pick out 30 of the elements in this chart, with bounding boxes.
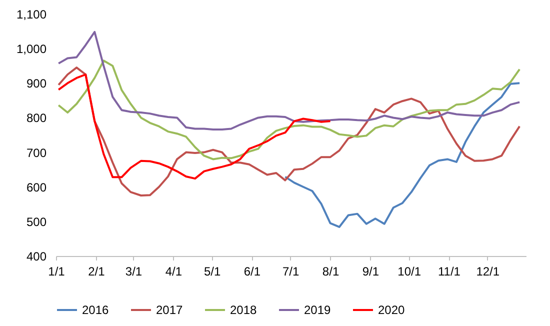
y-tick-label: 1,000 [16,42,47,56]
x-tick-label: 11/1 [438,264,461,278]
x-tick-label: 2/1 [88,264,106,278]
x-tick-label: 5/1 [204,264,221,278]
legend-label: 2020 [378,303,406,317]
y-tick-label: 400 [26,250,47,264]
legend-label: 2017 [156,303,184,317]
y-tick-label: 700 [26,146,47,160]
line-series [58,74,332,180]
legend-label: 2019 [304,303,332,317]
x-tick-label: 1/1 [48,264,66,278]
x-tick-label: 12/1 [476,264,500,278]
line-series [58,60,521,160]
legend-label: 2016 [82,303,110,317]
line-series [58,66,521,196]
y-tick-label: 500 [26,214,47,229]
x-tick-label: 4/1 [165,264,182,278]
x-tick-label: 7/1 [282,264,300,278]
y-tick-label: 1,100 [16,8,47,22]
y-tick-label: 600 [26,180,47,194]
line-series [58,30,521,130]
legend-label: 2018 [230,303,258,317]
x-tick-label: 3/1 [125,264,142,278]
line-series [284,82,521,228]
x-tick-label: 6/1 [244,264,261,278]
y-tick-label: 800 [26,111,47,126]
x-tick-label: 8/1 [322,264,340,278]
x-tick-label: 10/1 [398,264,422,278]
y-tick-label: 900 [26,76,47,91]
x-tick-label: 9/1 [362,264,380,278]
